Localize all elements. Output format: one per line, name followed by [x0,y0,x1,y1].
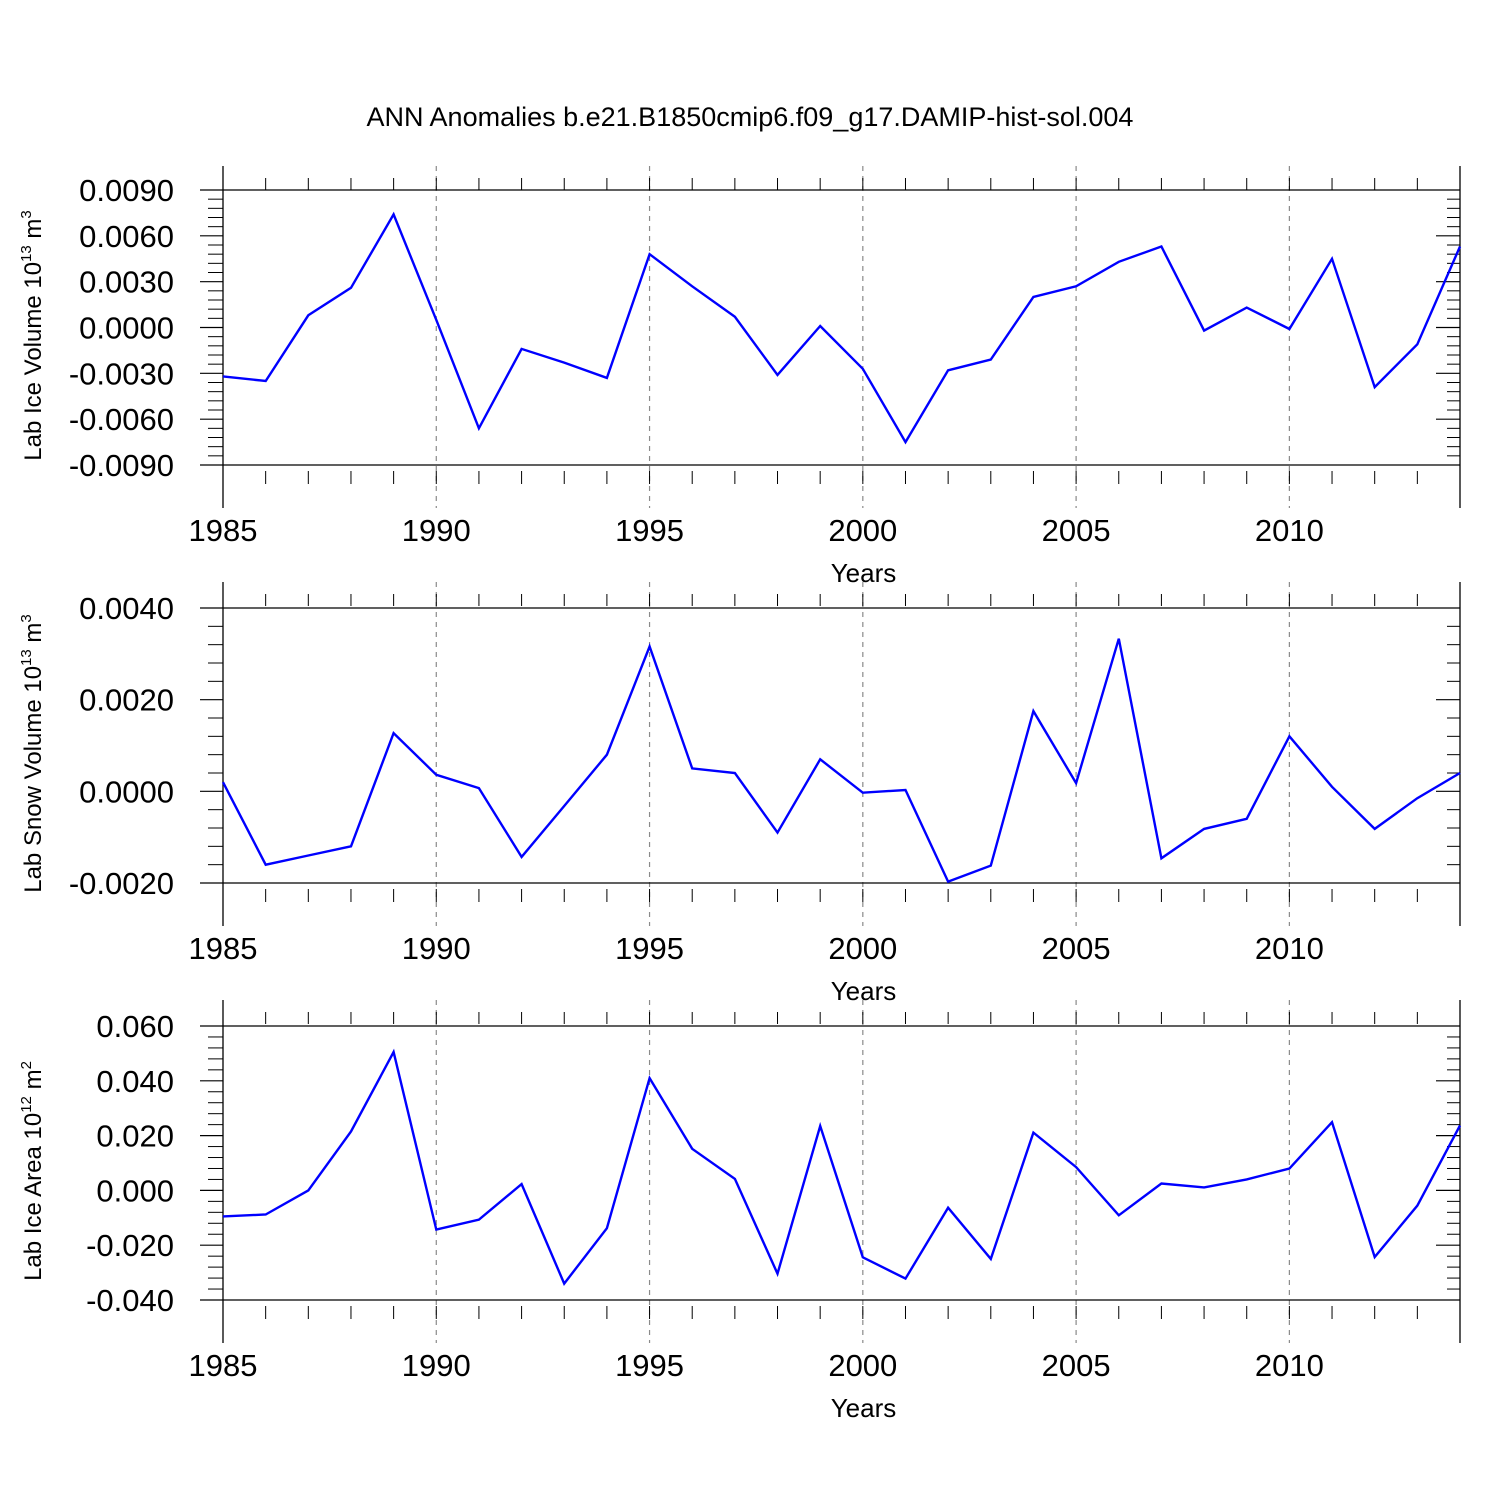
y-tick-label: 0.0090 [79,173,174,208]
x-tick-label: 2005 [1042,1348,1111,1383]
chart-panel-3: -0.040 -0.020 0.000 0.020 0.040 0.060 1985 1990… [18,1000,1462,1423]
y-axis-title-superscript: 13 [18,245,35,262]
x-tick-label: 1995 [615,513,684,548]
y-axis-title-part: Lab Ice Volume 10 [20,262,47,461]
x-axis-title: Years [831,558,897,588]
x-axis-title: Years [831,1393,897,1423]
y-tick-label: -0.0090 [69,448,174,483]
x-tick-label: 2010 [1255,1348,1324,1383]
y-axis-title-part: Lab Snow Volume 10 [20,666,47,893]
y-tick-label: 0.020 [96,1119,174,1154]
figure-title: ANN Anomalies b.e21.B1850cmip6.f09_g17.D… [367,102,1134,132]
chart-panel-1: -0.0090 -0.0060 -0.0030 0.0000 0.0030 0.0060 0… [18,166,1462,588]
x-tick-label: 1990 [402,931,471,966]
y-tick-label: 0.0000 [79,774,174,809]
x-tick-label: 1985 [189,513,258,548]
y-tick-label: -0.020 [86,1228,174,1263]
y-tick-label: -0.0020 [69,866,174,901]
y-tick-label: 0.0030 [79,265,174,300]
x-tick-label: 1985 [189,1348,258,1383]
y-tick-label: 0.040 [96,1064,174,1099]
y-tick-label: 0.000 [96,1173,174,1208]
y-tick-label: -0.040 [86,1283,174,1318]
y-axis-title-superscript: 13 [18,649,35,666]
x-tick-label: 2000 [828,513,897,548]
x-tick-label: 1995 [615,1348,684,1383]
x-tick-label: 2000 [828,931,897,966]
y-axis-title-part: m [20,1069,47,1096]
y-tick-label: 0.0060 [79,219,174,254]
x-tick-label: 1990 [402,513,471,548]
y-axis-title-part: m [20,219,47,246]
y-axis-title: Lab Ice Volume 1013 m3 [18,210,47,461]
y-tick-label: 0.0000 [79,311,174,346]
y-axis-title-superscript: 2 [18,1061,35,1069]
x-tick-label: 1990 [402,1348,471,1383]
series-line [221,638,1461,884]
chart-panel-2: -0.0020 0.0000 0.0020 0.0040 1985 1990 1995 200… [18,582,1461,1006]
y-axis-title-part: Lab Ice Area 10 [20,1113,47,1281]
y-axis-title-superscript: 3 [18,614,35,622]
x-tick-label: 2005 [1042,513,1111,548]
y-axis-title: Lab Ice Area 1012 m2 [18,1061,47,1281]
x-tick-label: 1985 [189,931,258,966]
y-tick-label: 0.060 [96,1009,174,1044]
x-tick-label: 2010 [1255,513,1324,548]
x-tick-label: 2000 [828,1348,897,1383]
x-tick-label: 2010 [1255,931,1324,966]
series-line [222,1048,1462,1286]
y-tick-label: 0.0040 [79,591,174,626]
y-axis-title-superscript: 3 [18,210,35,218]
y-axis-title: Lab Snow Volume 1013 m3 [18,614,47,893]
series-line [222,211,1462,445]
y-axis-title-superscript: 12 [18,1096,35,1113]
x-tick-label: 2005 [1042,931,1111,966]
y-tick-label: 0.0020 [79,683,174,718]
x-axis-title: Years [831,976,897,1006]
x-tick-label: 1995 [615,931,684,966]
y-tick-label: -0.0030 [69,356,174,391]
y-axis-title-part: m [20,623,47,650]
y-tick-label: -0.0060 [69,402,174,437]
